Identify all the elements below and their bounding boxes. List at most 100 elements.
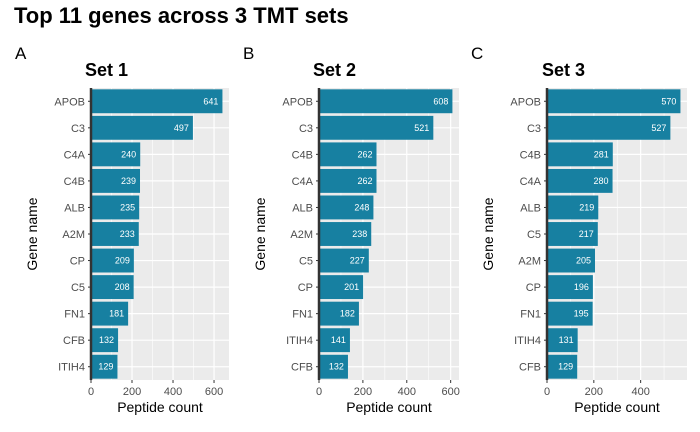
bar-cfb (547, 354, 578, 379)
set-1-title: Set 1 (85, 60, 129, 80)
y-tick-label: ITIH4 (514, 335, 541, 347)
bar-c4b (547, 142, 613, 167)
x-tick-label: 200 (585, 386, 603, 398)
value-label: 208 (115, 282, 130, 292)
value-label: 527 (651, 123, 666, 133)
y-tick-label: C4B (520, 149, 541, 161)
value-label: 238 (352, 229, 367, 239)
bar-itih4 (547, 328, 578, 353)
y-tick-label: FN1 (292, 309, 313, 321)
y-tick-label: A2M (62, 229, 85, 241)
panel-letter-a: A (15, 44, 27, 63)
value-label: 248 (354, 202, 369, 212)
set-3-title: Set 3 (542, 60, 586, 80)
y-tick-label: FN1 (64, 309, 85, 321)
y-tick-label: FN1 (520, 309, 541, 321)
bar-cp (91, 248, 134, 273)
bar-c5 (547, 222, 598, 246)
value-label: 129 (98, 362, 113, 372)
bar-cfb (319, 354, 348, 379)
y-tick-label: ALB (520, 202, 541, 214)
y-tick-label: C3 (71, 123, 85, 135)
y-tick-label: C5 (71, 282, 85, 294)
bar-fn1 (91, 301, 129, 326)
x-axis-label: Peptide count (346, 399, 432, 415)
x-tick-label: 200 (123, 386, 141, 398)
set-2-title: Set 2 (313, 60, 357, 80)
y-axis-label: Gene name (24, 197, 40, 270)
value-label: 608 (433, 96, 448, 106)
value-label: 132 (99, 335, 114, 345)
value-label: 497 (174, 123, 189, 133)
y-axis-label: Gene name (480, 197, 496, 270)
value-label: 129 (558, 362, 573, 372)
bar-c4a (319, 168, 377, 193)
panel-letter-c: C (471, 44, 484, 63)
x-tick-label: 0 (544, 386, 550, 398)
panel-letter-b: B (243, 44, 255, 63)
bar-cp (547, 275, 593, 300)
bar-a2m (319, 222, 372, 246)
value-label: 205 (576, 256, 591, 266)
x-tick-label: 400 (164, 386, 182, 398)
value-label: 570 (661, 96, 676, 106)
bar-c4a (91, 142, 141, 167)
y-tick-label: ALB (292, 202, 313, 214)
bar-c3 (547, 115, 671, 140)
bar-a2m (547, 248, 595, 273)
x-tick-label: 0 (316, 386, 322, 398)
value-label: 181 (109, 309, 124, 319)
y-tick-label: CP (298, 282, 313, 294)
value-label: 219 (579, 202, 594, 212)
value-label: 262 (357, 176, 372, 186)
x-tick-label: 400 (631, 386, 649, 398)
value-label: 195 (574, 309, 589, 319)
x-tick-label: 400 (398, 386, 416, 398)
bar-c5 (91, 275, 134, 300)
y-tick-label: CP (526, 282, 541, 294)
y-tick-label: CP (70, 256, 85, 268)
value-label: 209 (115, 256, 130, 266)
y-tick-label: C5 (527, 229, 541, 241)
set-3-chart: 570 APOB 527 C3 281 C4B 280 C4A 219 ALB 217 C5 205 A2… (480, 88, 687, 415)
y-tick-label: C4A (64, 149, 86, 161)
y-tick-label: C3 (527, 123, 541, 135)
value-label: 240 (121, 149, 136, 159)
y-tick-label: A2M (518, 256, 541, 268)
bar-c5 (319, 248, 369, 273)
x-tick-label: 200 (354, 386, 372, 398)
value-label: 262 (357, 149, 372, 159)
figure-title: Top 11 genes across 3 TMT sets (14, 3, 349, 28)
x-axis-label: Peptide count (117, 399, 203, 415)
bar-fn1 (547, 301, 593, 326)
value-label: 182 (340, 309, 355, 319)
y-tick-label: C4B (292, 149, 313, 161)
bar-alb (547, 195, 599, 220)
x-tick-label: 0 (88, 386, 94, 398)
bar-c4b (319, 142, 377, 167)
value-label: 235 (120, 202, 135, 212)
bar-itih4 (319, 328, 350, 353)
value-label: 280 (594, 176, 609, 186)
value-label: 201 (344, 282, 359, 292)
bar-itih4 (91, 354, 118, 379)
y-tick-label: CFB (63, 335, 85, 347)
y-tick-label: APOB (282, 96, 313, 108)
bar-c4a (547, 168, 613, 193)
bar-fn1 (319, 301, 359, 326)
y-tick-label: C3 (299, 123, 313, 135)
set-1-chart: 641 APOB 497 C3 240 C4A 239 C4B 235 ALB 233 A2M 209 C… (24, 88, 229, 415)
bar-a2m (91, 222, 139, 246)
bar-cfb (91, 328, 119, 353)
y-tick-label: A2M (290, 229, 313, 241)
value-label: 239 (121, 176, 136, 186)
bar-apob (91, 89, 223, 114)
y-tick-label: ITIH4 (286, 335, 313, 347)
value-label: 196 (574, 282, 589, 292)
bar-c3 (319, 115, 434, 140)
value-label: 641 (203, 96, 218, 106)
y-tick-label: APOB (510, 96, 541, 108)
x-tick-label: 600 (441, 386, 459, 398)
value-label: 131 (559, 335, 574, 345)
